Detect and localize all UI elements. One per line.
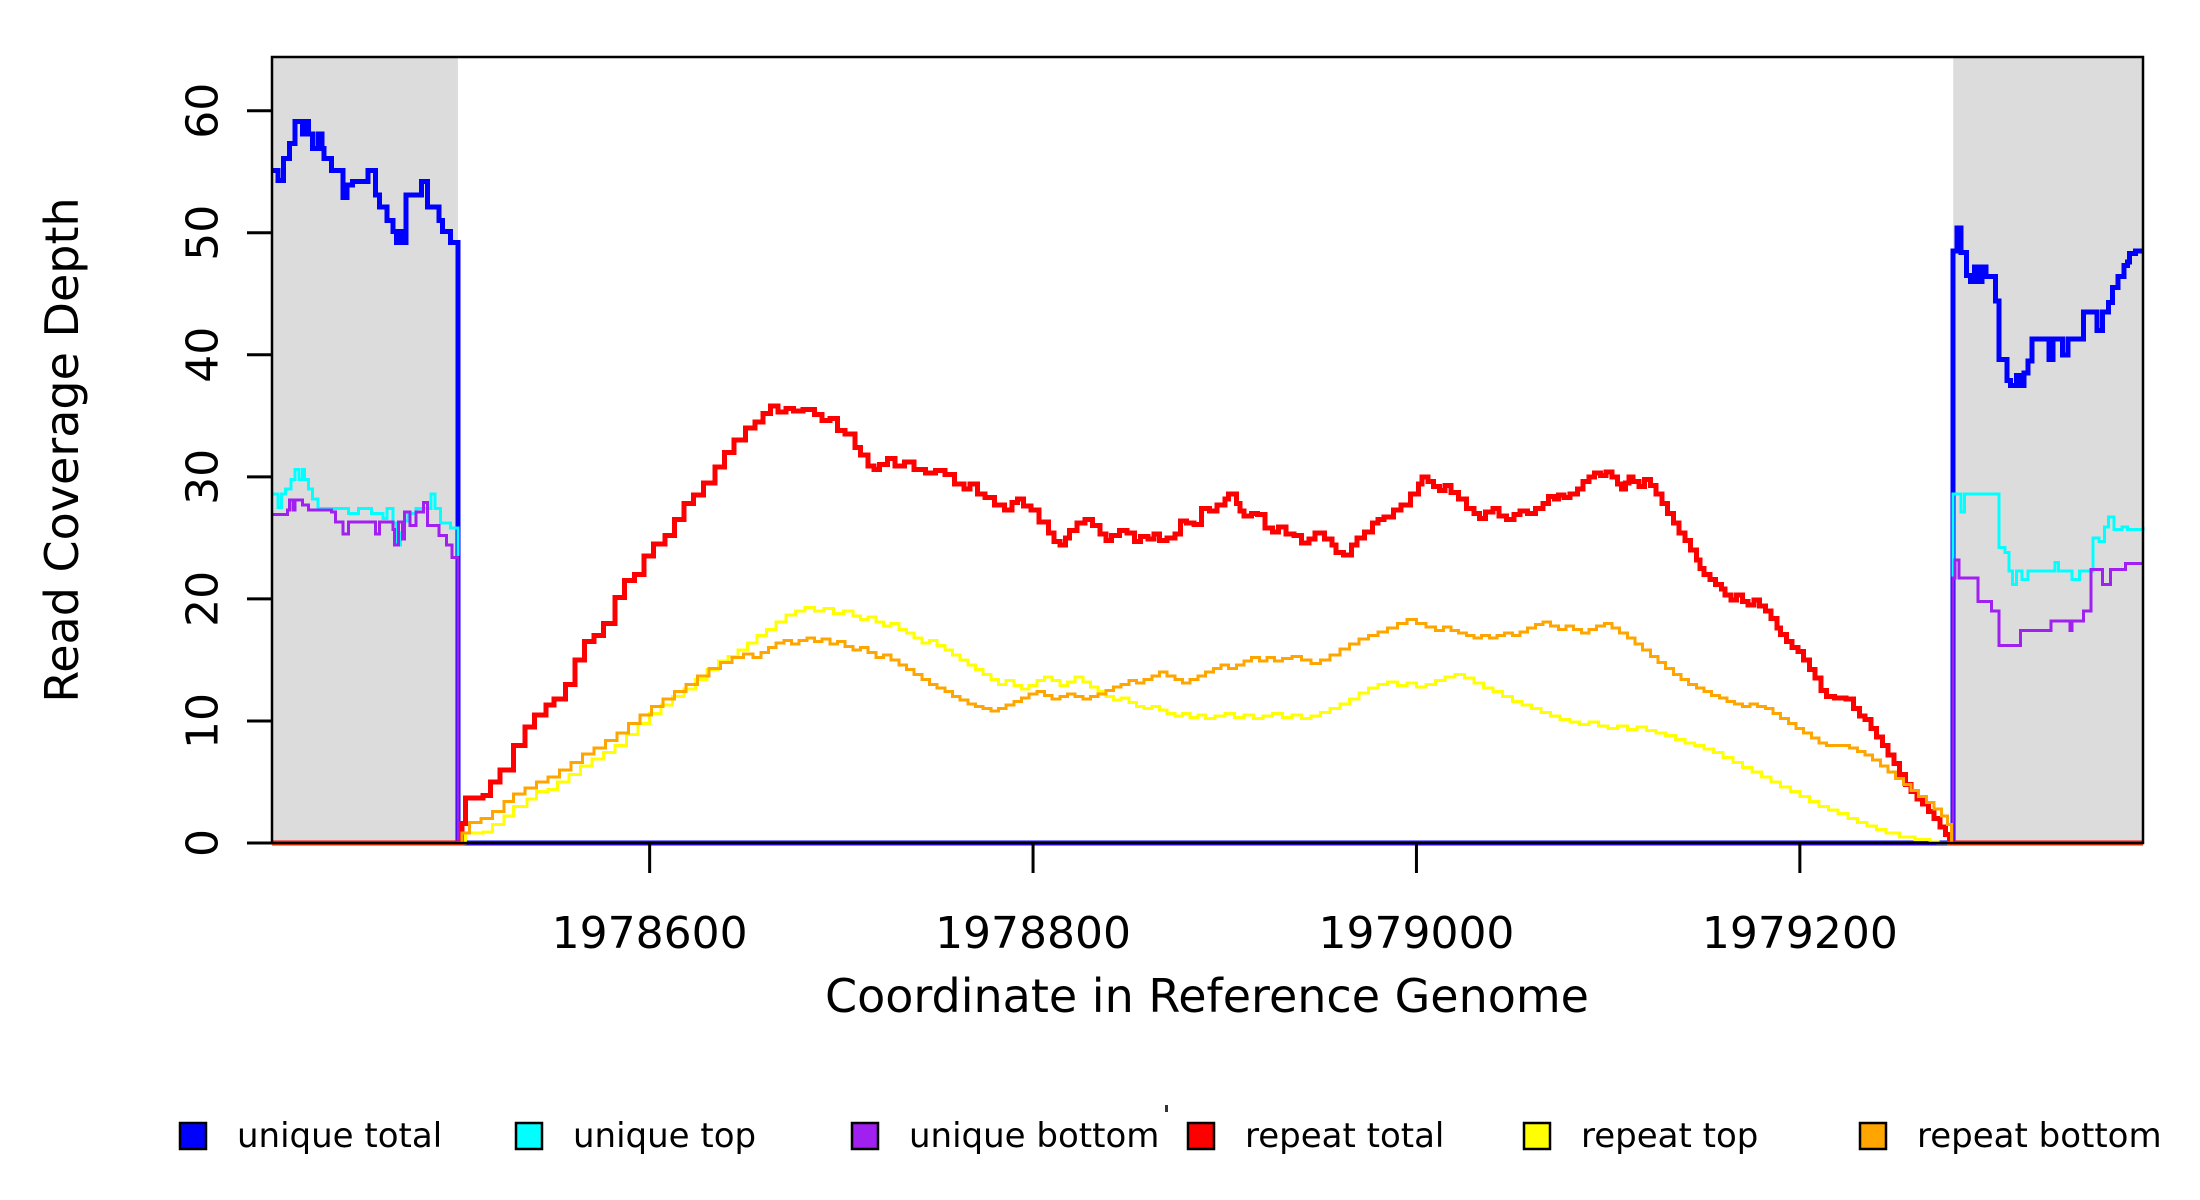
x-axis-title: Coordinate in Reference Genome [825,969,1589,1023]
y-tick-label-20: 20 [178,571,229,627]
axes: 0 10 20 30 40 50 60 1978600 1978800 1979000 197920… [177,83,1897,959]
legend-swatch-unique-total [178,1121,208,1151]
legend-label-repeat-bottom: repeat bottom [1917,1116,2162,1156]
y-tick-label-40: 40 [178,327,229,383]
legend-item-unique-bottom: unique bottom [850,1116,1159,1156]
legend-item-repeat-bottom: repeat bottom [1858,1116,2162,1156]
y-tick-label-0: 0 [178,829,229,857]
unique-region-left [272,57,458,843]
x-tick-label-1979200: 1979200 [1702,908,1898,959]
legend-item-repeat-total: repeat total [1186,1116,1444,1156]
legend-swatch-unique-top [514,1121,544,1151]
shaded-unique-regions [272,57,2143,843]
plot-box [270,55,2145,845]
series-repeat-total [272,403,2143,846]
unique-region-right [1953,57,2143,843]
y-tick-label-50: 50 [177,205,228,261]
legend-swatch-repeat-top [1522,1121,1552,1151]
series-repeat-top [272,605,2143,845]
x-tick-label-1979000: 1979000 [1318,908,1514,959]
series-unique-bottom [272,498,2143,845]
stray-mark [1165,1105,1168,1112]
x-tick-label-1978800: 1978800 [935,908,1131,959]
legend-label-repeat-top: repeat top [1581,1116,1758,1156]
y-tick-label-30: 30 [177,449,228,505]
legend-swatch-unique-bottom [850,1121,880,1151]
series-repeat-bottom [272,618,2143,845]
legend-swatch-repeat-bottom [1858,1121,1888,1151]
x-tick-label-1978600: 1978600 [552,908,748,959]
y-tick-label-10: 10 [177,693,228,749]
legend-label-unique-total: unique total [237,1116,442,1156]
legend-swatch-repeat-total [1186,1121,1216,1151]
legend-item-unique-total: unique total [178,1116,442,1156]
series-unique-top [272,468,2145,845]
legend-item-repeat-top: repeat top [1522,1116,1758,1156]
legend-item-unique-top: unique top [514,1116,756,1156]
series-unique-total [272,119,2143,846]
series-lines [272,119,2145,846]
legend-label-unique-top: unique top [573,1116,756,1156]
legend-label-unique-bottom: unique bottom [909,1116,1159,1156]
legend: unique total unique top unique bottom repea… [178,1116,2162,1156]
legend-label-repeat-total: repeat total [1245,1116,1444,1156]
y-axis-title: Read Coverage Depth [35,197,89,702]
y-tick-label-60: 60 [178,83,229,139]
